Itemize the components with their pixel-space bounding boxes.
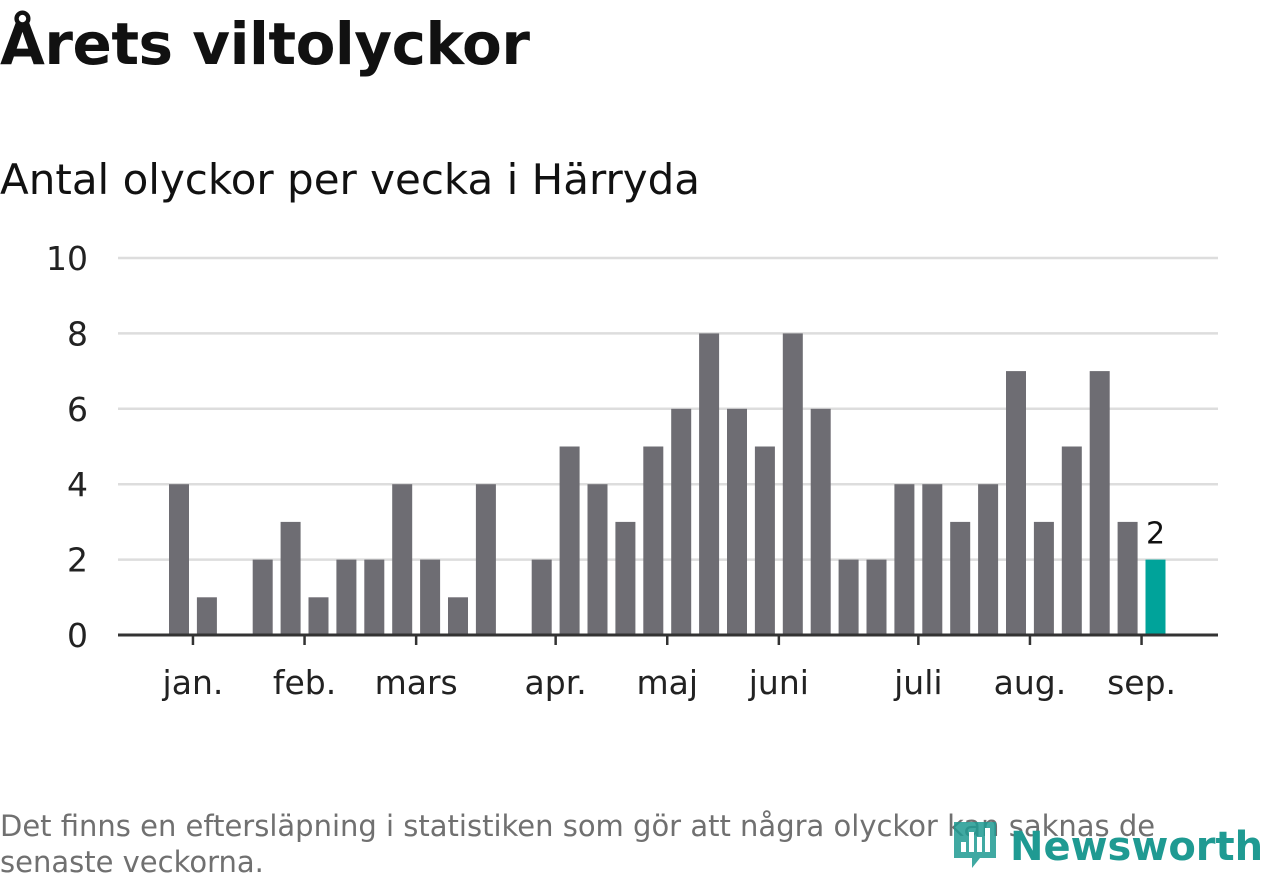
bar	[950, 521, 971, 635]
bar	[364, 559, 385, 635]
bar	[838, 559, 859, 635]
x-tick-label: juli	[893, 663, 942, 702]
bar	[280, 521, 301, 635]
bar-highlight	[1145, 559, 1166, 635]
bar	[420, 559, 441, 635]
y-tick-label: 6	[67, 390, 88, 429]
newsworthy-logo-icon	[950, 818, 1000, 876]
bar	[1117, 521, 1138, 635]
y-tick-label: 4	[67, 465, 88, 504]
y-tick-label: 8	[67, 314, 88, 353]
bar	[894, 484, 915, 635]
bar	[782, 333, 803, 635]
y-tick-label: 0	[67, 616, 88, 655]
bar	[615, 521, 636, 635]
brand-logo: Newsworthy	[950, 818, 1262, 876]
x-tick-label: feb.	[273, 663, 336, 702]
bar	[587, 484, 608, 635]
y-tick-label: 2	[67, 541, 88, 580]
brand-name: Newsworthy	[1010, 824, 1262, 870]
x-tick-label: jan.	[162, 663, 224, 702]
y-tick-label: 10	[46, 239, 88, 278]
chart-subtitle: Antal olyckor per vecka i Härryda	[0, 155, 700, 204]
data-label: 2	[1146, 517, 1165, 552]
bar	[1033, 521, 1054, 635]
x-tick-label: sep.	[1107, 663, 1176, 702]
bar	[978, 484, 999, 635]
bar	[196, 597, 217, 635]
bar	[1061, 446, 1082, 635]
bar	[643, 446, 664, 635]
bar	[336, 559, 357, 635]
bar	[866, 559, 887, 635]
bar	[727, 408, 747, 635]
page-title: Årets viltolyckor	[0, 10, 530, 78]
bar	[922, 484, 943, 635]
x-tick-label: maj	[636, 663, 698, 702]
bar	[1089, 371, 1110, 635]
x-tick-label: apr.	[525, 663, 587, 702]
bar	[754, 446, 775, 635]
bar	[252, 559, 273, 635]
bar	[699, 333, 720, 635]
x-tick-label: juni	[748, 663, 809, 702]
bar	[671, 408, 692, 635]
bar	[448, 597, 468, 635]
bar	[308, 597, 329, 635]
x-tick-label: mars	[375, 663, 458, 702]
bar	[810, 408, 831, 635]
bar	[392, 484, 413, 635]
bar	[1006, 371, 1026, 635]
bar	[531, 559, 552, 635]
bar	[559, 446, 580, 635]
bar	[169, 484, 189, 635]
bar	[475, 484, 496, 635]
x-tick-label: aug.	[994, 663, 1067, 702]
